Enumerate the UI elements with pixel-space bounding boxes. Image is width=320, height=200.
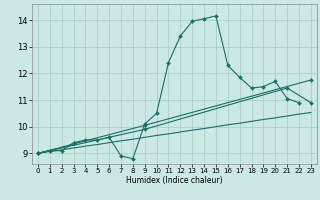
X-axis label: Humidex (Indice chaleur): Humidex (Indice chaleur) — [126, 176, 223, 185]
